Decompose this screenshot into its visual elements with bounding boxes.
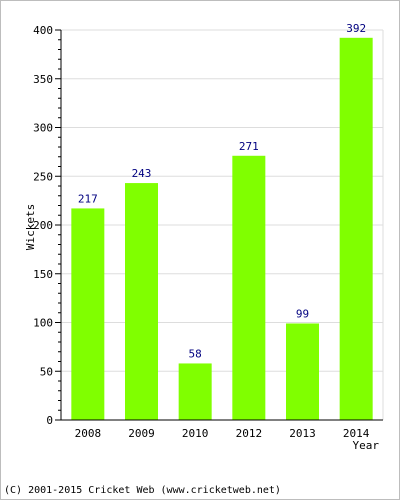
y-tick-label: 0 (46, 414, 53, 427)
x-tick-label: 2013 (289, 427, 316, 440)
x-tick-labels: 2008 2009 2010 2012 2013 2014 (75, 427, 370, 440)
bar-value-label: 99 (296, 307, 309, 320)
bar (178, 363, 212, 420)
x-tick-label: 2012 (236, 427, 263, 440)
y-tick-label: 100 (33, 317, 53, 330)
bar (286, 323, 319, 420)
minor-ticks (55, 29, 61, 421)
y-tick-label: 150 (33, 268, 53, 281)
bar-labels: 217 243 58 271 99 392 (78, 22, 366, 361)
x-axis-title: Year (353, 439, 380, 452)
bar-value-label: 271 (239, 140, 259, 153)
bar-value-label: 243 (132, 167, 152, 180)
bars (71, 37, 373, 421)
x-tick-label: 2014 (343, 427, 370, 440)
bar-value-label: 217 (78, 192, 98, 205)
y-tick-label: 200 (33, 219, 53, 232)
bar (339, 37, 373, 421)
x-tick-label: 2010 (182, 427, 209, 440)
bar-value-label: 392 (346, 22, 366, 35)
y-axis-title: Wickets (24, 204, 37, 250)
bar-value-label: 58 (189, 347, 202, 360)
y-tick-label: 400 (33, 24, 53, 37)
copyright-footer: (C) 2001-2015 Cricket Web (www.cricketwe… (4, 485, 281, 496)
y-tick-label: 250 (33, 170, 53, 183)
bar (125, 183, 158, 420)
y-tick-label: 300 (33, 122, 53, 135)
y-tick-label: 50 (40, 365, 53, 378)
y-tick-labels: 0 50 100 150 200 250 300 350 400 (33, 24, 53, 427)
x-tick-label: 2008 (75, 427, 102, 440)
x-tick-label: 2009 (128, 427, 155, 440)
bar (71, 208, 105, 420)
bar (232, 155, 266, 420)
grid-lines (61, 29, 384, 420)
y-tick-label: 350 (33, 73, 53, 86)
